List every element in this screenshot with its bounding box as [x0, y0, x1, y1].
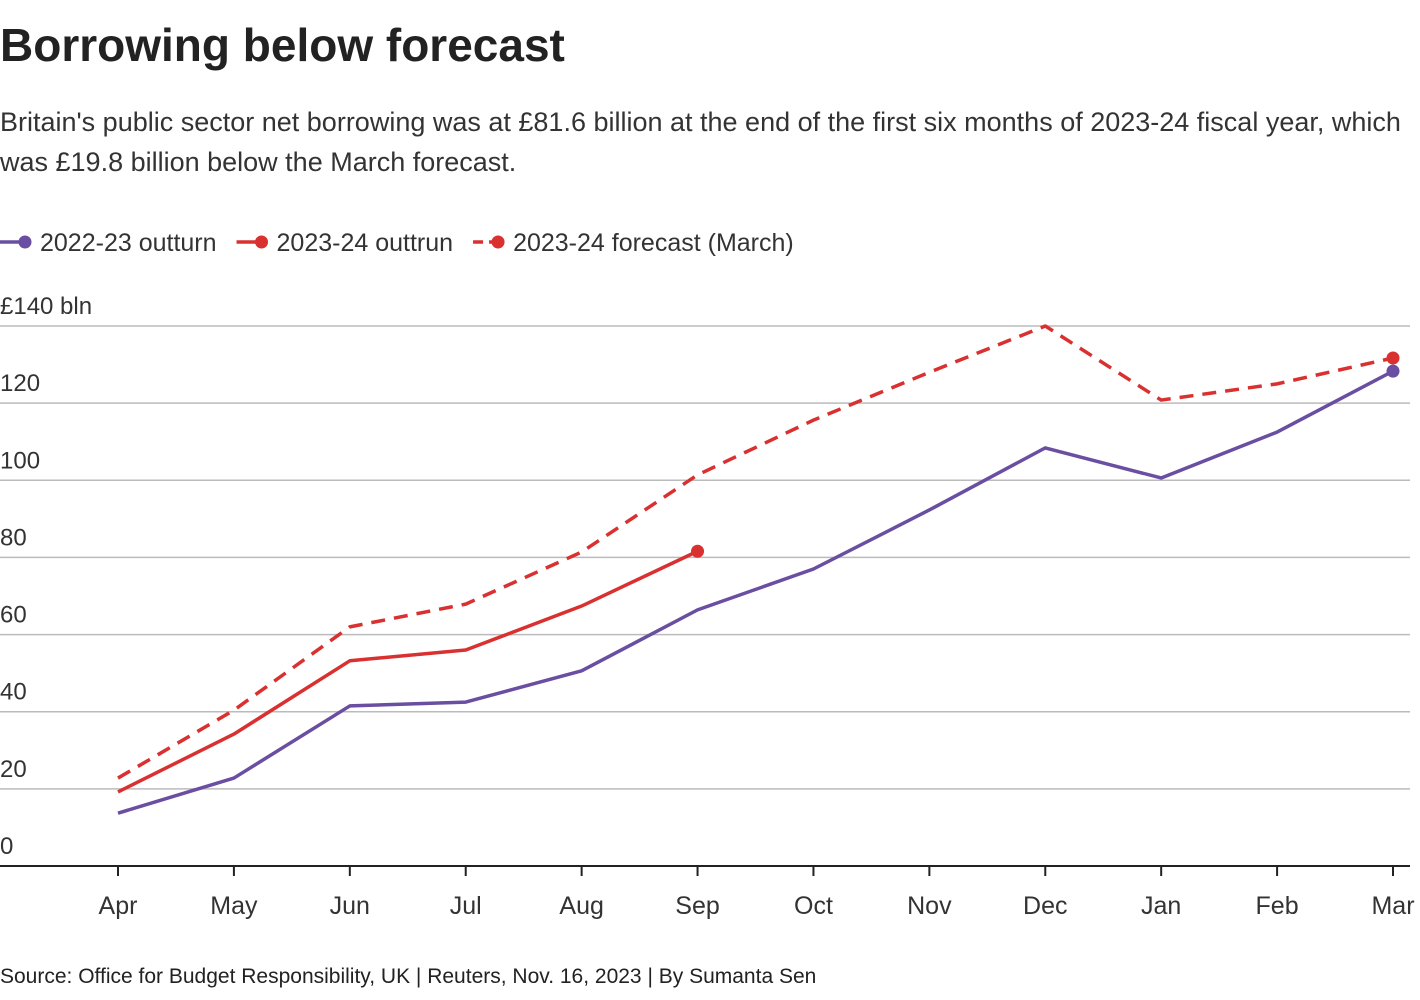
legend-swatch-dot: [491, 235, 505, 249]
x-tick-label: Sep: [675, 892, 719, 920]
chart-title: Borrowing below forecast: [0, 19, 565, 71]
x-tick-label: Nov: [907, 892, 952, 920]
legend-label: 2023-24 forecast (March): [513, 229, 794, 257]
y-tick-label: 120: [0, 370, 40, 397]
source-note: Source: Office for Budget Responsibility…: [0, 965, 817, 988]
y-tick-label: 0: [0, 833, 13, 860]
x-tick-label: Dec: [1023, 892, 1067, 920]
x-tick-label: May: [210, 892, 258, 920]
series-line: [117, 369, 1394, 815]
chart-subtitle: Britain's public sector net borrowing wa…: [0, 107, 1401, 177]
legend-label: 2023-24 outtrun: [277, 229, 454, 257]
end-marker: [1386, 351, 1400, 365]
legend-label: 2022-23 outturn: [40, 229, 217, 257]
series-line: [117, 324, 1394, 780]
x-tick-label: Mar: [1371, 892, 1414, 920]
end-marker: [691, 544, 705, 558]
y-tick-label: 100: [0, 447, 40, 474]
y-tick-label: 80: [0, 524, 27, 551]
x-tick-label: Jul: [450, 892, 482, 920]
y-tick-label: £140 bln: [0, 293, 92, 320]
x-tick-label: Apr: [99, 892, 138, 920]
y-tick-label: 40: [0, 679, 27, 706]
x-tick-label: Jun: [330, 892, 370, 920]
x-tick-label: Feb: [1256, 892, 1299, 920]
x-tick-label: Jan: [1141, 892, 1181, 920]
x-tick-label: Oct: [794, 892, 833, 920]
x-tick-label: Aug: [559, 892, 603, 920]
chart: 0 20 40 60 80 100 120 £140 bln Apr May Jun Jul Aug Se…: [0, 229, 1415, 920]
legend-swatch-dot: [18, 235, 32, 249]
end-marker: [1386, 364, 1400, 378]
legend-swatch-dot: [255, 235, 269, 249]
series-line: [117, 549, 699, 794]
y-tick-label: 20: [0, 756, 27, 783]
y-tick-label: 60: [0, 602, 27, 629]
